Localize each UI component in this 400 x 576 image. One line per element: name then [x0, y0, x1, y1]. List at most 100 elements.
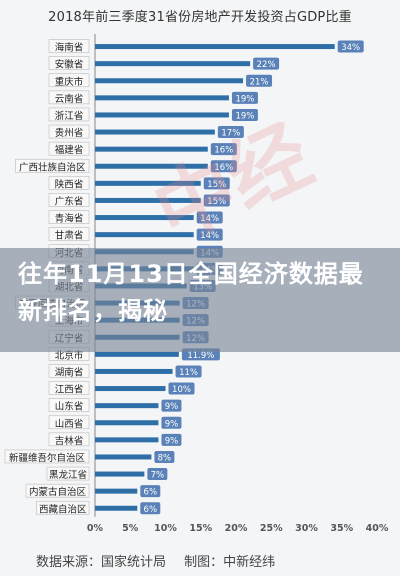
bar [95, 471, 145, 477]
value-label: 15% [207, 197, 226, 207]
category-label-box [36, 500, 90, 515]
value-label: 15% [207, 180, 226, 190]
value-label-box [147, 468, 168, 481]
value-label-box [168, 382, 195, 395]
headline-overlay[interactable]: 往年11月13日全国经济数据最新排名，揭秘 [0, 248, 400, 352]
x-tick-label: 0% [87, 523, 104, 534]
category-label-box [46, 466, 90, 481]
category-label-box [4, 449, 90, 464]
x-tick-label: 40% [366, 523, 389, 534]
bar [95, 232, 194, 238]
bar [95, 386, 166, 392]
bar [95, 505, 138, 511]
category-label-box [48, 398, 90, 412]
value-label: 22% [257, 60, 276, 70]
bar [95, 146, 208, 152]
category-label: 甘肃省 [55, 230, 84, 242]
bar [95, 129, 215, 135]
category-label-box [48, 415, 90, 430]
bar [95, 61, 251, 67]
x-tick-label: 35% [330, 523, 353, 534]
headline-title: 往年11月13日全国经济数据最新排名，揭秘 [18, 260, 364, 325]
category-label-box [48, 107, 90, 122]
category-label: 山西省 [55, 418, 84, 430]
value-label: 19% [235, 94, 254, 104]
category-label-box [48, 193, 90, 207]
chart-title: 2018年前三季度31省份房地产开发投资占GDP比重 [48, 10, 352, 25]
category-label-box [48, 227, 90, 241]
value-label: 9% [165, 436, 179, 446]
value-label: 16% [214, 146, 233, 156]
value-label: 9% [165, 419, 179, 429]
value-label-box [161, 416, 182, 429]
category-label: 吉林省 [55, 435, 84, 447]
category-label-box [48, 364, 90, 378]
value-label: 34% [341, 43, 360, 53]
value-label: 6% [144, 505, 158, 515]
bar [95, 420, 159, 426]
bar [95, 180, 201, 186]
value-label: 9% [165, 402, 179, 412]
bar [95, 437, 159, 443]
value-label: 16% [214, 163, 233, 173]
category-label: 新疆维吾尔自治区 [9, 452, 86, 464]
category-label-box [48, 56, 90, 70]
category-label: 江西省 [55, 384, 84, 396]
category-label: 北京市 [55, 349, 84, 361]
bar [95, 78, 244, 84]
value-label: 11.9% [187, 351, 214, 361]
data-source: 数据来源：国家统计局 [36, 555, 167, 570]
category-label: 内蒙古自治区 [29, 486, 87, 498]
category-label: 安徽省 [55, 59, 84, 71]
category-label: 湖南省 [55, 366, 84, 378]
bar [95, 44, 335, 50]
value-label-box [253, 57, 280, 70]
category-label-box [48, 210, 90, 224]
made-by: 制图：中新经纬 [184, 555, 276, 570]
value-label: 19% [235, 111, 254, 121]
value-label-box [196, 228, 223, 241]
category-label: 海南省 [55, 42, 84, 54]
value-label-box [246, 74, 273, 87]
bar [95, 215, 194, 221]
category-label: 福建省 [55, 144, 84, 156]
x-tick-label: 15% [189, 523, 212, 534]
source-caption: 数据来源：国家统计局 制图：中新经纬 [36, 551, 289, 570]
category-label: 西藏自治区 [39, 503, 87, 515]
value-label-box [175, 365, 202, 378]
bar [95, 112, 229, 118]
value-label-box [140, 485, 161, 498]
value-label-box [203, 194, 230, 207]
value-label: 11% [179, 368, 198, 378]
x-tick-label: 25% [260, 523, 283, 534]
value-label: 14% [200, 231, 219, 241]
bar [95, 163, 208, 169]
value-label-box [161, 433, 182, 446]
value-label: 6% [144, 488, 158, 498]
category-label: 陕西省 [55, 178, 84, 190]
bar [95, 403, 159, 409]
value-label-box [231, 91, 258, 104]
category-label: 重庆市 [55, 76, 84, 88]
x-tick-label: 20% [225, 523, 248, 534]
x-tick-label: 30% [295, 523, 318, 534]
value-label: 10% [172, 385, 191, 395]
category-label-box [15, 158, 90, 173]
x-tick-label: 10% [154, 523, 177, 534]
value-label-box [203, 177, 230, 190]
category-label: 山东省 [55, 401, 84, 413]
category-label: 广东省 [55, 195, 84, 207]
category-label: 青海省 [55, 213, 84, 225]
category-label-box [48, 141, 90, 156]
value-label: 8% [158, 453, 172, 463]
value-label: 7% [151, 471, 165, 481]
value-label-box [210, 160, 237, 173]
value-label: 21% [250, 77, 269, 87]
category-label-box [48, 432, 90, 447]
category-label-box [48, 124, 90, 139]
category-label: 浙江省 [55, 110, 84, 122]
bar [95, 95, 229, 101]
category-label: 贵州省 [55, 127, 84, 139]
category-label-box [48, 176, 90, 190]
